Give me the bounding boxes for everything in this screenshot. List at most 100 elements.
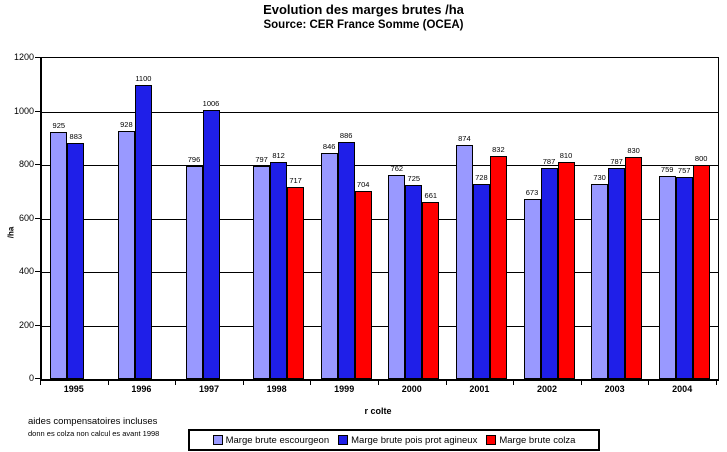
bar-value-colza-2002: 810: [559, 151, 573, 160]
y-tick-label-400: 400: [18, 266, 34, 276]
bar-agineux-1998: [270, 162, 288, 379]
bar-value-escourgeon-1999: 846: [322, 142, 336, 151]
gridline-1000: [42, 111, 718, 113]
bar-value-agineux-1995: 883: [69, 132, 83, 141]
bar-value-agineux-2003: 787: [610, 157, 623, 166]
bar-value-agineux-2004: 757: [677, 166, 691, 175]
footnote-aides: aides compensatoires incluses: [28, 416, 158, 427]
bar-escourgeon-2004: [658, 176, 676, 379]
y-tick-mark-800: [35, 164, 40, 165]
bar-escourgeon-1997: [185, 166, 203, 379]
bar-value-colza-1998: 717: [289, 176, 302, 185]
bar-escourgeon-2003: [591, 184, 609, 379]
bar-colza-1998: [287, 187, 305, 379]
bar-value-agineux-1998: 812: [272, 151, 285, 160]
legend-box: Marge brute escourgeon Marge brute pois p…: [188, 429, 600, 451]
bar-escourgeon-1998: [253, 166, 271, 379]
bar-value-escourgeon-2004: 759: [660, 165, 674, 174]
footnote-colza: donn es colza non calcul es avant 1998: [28, 429, 160, 438]
x-tick-mark-8: [580, 380, 582, 385]
bar-value-agineux-1996: 1100: [135, 74, 152, 83]
chart-title: Evolution des marges brutes /ha: [263, 2, 464, 17]
bar-agineux-1996: [134, 85, 152, 379]
bar-value-colza-2000: 661: [424, 191, 438, 200]
bar-escourgeon-2002: [523, 199, 541, 379]
x-category-label-1995: 1995: [63, 384, 84, 394]
bar-agineux-2004: [675, 177, 693, 379]
y-tick-mark-0: [35, 378, 40, 379]
y-tick-label-600: 600: [18, 212, 34, 223]
x-category-label-2001: 2001: [469, 384, 490, 394]
bar-escourgeon-2000: [388, 175, 406, 379]
y-tick-label-1200: 1200: [13, 52, 34, 62]
legend-marker-colza-icon: [486, 435, 497, 445]
x-category-label-1999: 1999: [334, 384, 355, 394]
x-tick-mark-1: [107, 380, 109, 385]
x-category-label-2003: 2003: [604, 384, 625, 394]
x-category-label-2002: 2002: [536, 384, 557, 394]
y-tick-label-1000: 1000: [13, 105, 34, 116]
bar-agineux-2002: [540, 168, 558, 379]
x-tick-mark-9: [648, 380, 650, 385]
y-tick-mark-200: [35, 324, 40, 326]
bar-colza-2002: [557, 162, 575, 379]
bar-colza-1999: [354, 191, 372, 379]
bar-escourgeon-1999: [320, 153, 338, 379]
y-tick-mark-600: [35, 217, 40, 219]
x-category-label-1998: 1998: [266, 384, 287, 394]
bar-value-escourgeon-1997: 796: [187, 155, 201, 164]
y-tick-mark-1000: [35, 110, 40, 112]
x-tick-mark-6: [445, 380, 447, 385]
x-tick-mark-0: [40, 380, 41, 385]
y-tick-label-200: 200: [18, 319, 34, 330]
bar-escourgeon-1995: [50, 132, 68, 379]
x-axis-title: r colte: [364, 406, 392, 416]
legend-label-agineux: Marge brute pois prot agineux: [351, 434, 478, 446]
x-tick-mark-5: [378, 380, 379, 385]
bar-value-colza-2003: 830: [627, 146, 640, 155]
y-tick-label-800: 800: [18, 159, 34, 169]
bar-colza-2001: [489, 156, 507, 379]
x-tick-mark-4: [310, 380, 312, 385]
bar-value-colza-1999: 704: [356, 180, 370, 189]
legend-item-colza: Marge brute colza: [486, 435, 575, 446]
plot-area: 925 883 928 1100 796 1006 797 812 717 846 886 704 76…: [40, 57, 719, 381]
legend-item-escourgeon: Marge brute escourgeon: [212, 434, 330, 446]
bar-value-escourgeon-2000: 762: [390, 164, 404, 173]
bar-value-agineux-2000: 725: [407, 174, 421, 183]
legend-label-escourgeon: Marge brute escourgeon: [225, 434, 330, 446]
bar-escourgeon-2001: [455, 145, 473, 379]
legend-marker-agineux-icon: [338, 435, 349, 445]
bar-value-escourgeon-1998: 797: [255, 155, 268, 164]
bar-value-agineux-2001: 728: [475, 173, 488, 182]
bar-agineux-1997: [202, 110, 220, 379]
bar-agineux-1999: [337, 142, 355, 379]
bar-colza-2003: [625, 157, 643, 379]
x-category-label-2000: 2000: [401, 384, 422, 394]
y-tick-mark-1200: [35, 57, 40, 58]
x-category-label-1997: 1997: [198, 384, 219, 394]
bar-value-escourgeon-2003: 730: [593, 173, 606, 182]
gridline-600: [42, 218, 718, 220]
x-category-label-1996: 1996: [131, 384, 152, 394]
legend-marker-escourgeon-icon: [212, 435, 223, 445]
bar-value-escourgeon-1995: 925: [52, 121, 66, 130]
bar-agineux-2000: [405, 185, 423, 379]
bar-value-escourgeon-1996: 928: [120, 120, 133, 129]
bar-value-colza-2004: 800: [694, 154, 708, 163]
legend-label-colza: Marge brute colza: [499, 434, 576, 446]
bar-value-agineux-1999: 886: [339, 131, 353, 140]
x-tick-mark-10: [716, 380, 717, 385]
y-tick-label-0: 0: [28, 373, 34, 383]
bar-value-colza-2001: 832: [492, 145, 505, 154]
x-tick-mark-3: [242, 380, 244, 385]
x-tick-mark-7: [513, 380, 515, 385]
x-category-label-2004: 2004: [672, 384, 693, 394]
chart-subtitle: Source: CER France Somme (OCEA): [263, 19, 464, 31]
bar-colza-2000: [422, 202, 440, 379]
bar-escourgeon-1996: [117, 131, 135, 379]
bar-colza-2004: [692, 165, 710, 379]
x-tick-mark-2: [175, 380, 177, 385]
bar-value-escourgeon-2001: 874: [458, 134, 471, 143]
